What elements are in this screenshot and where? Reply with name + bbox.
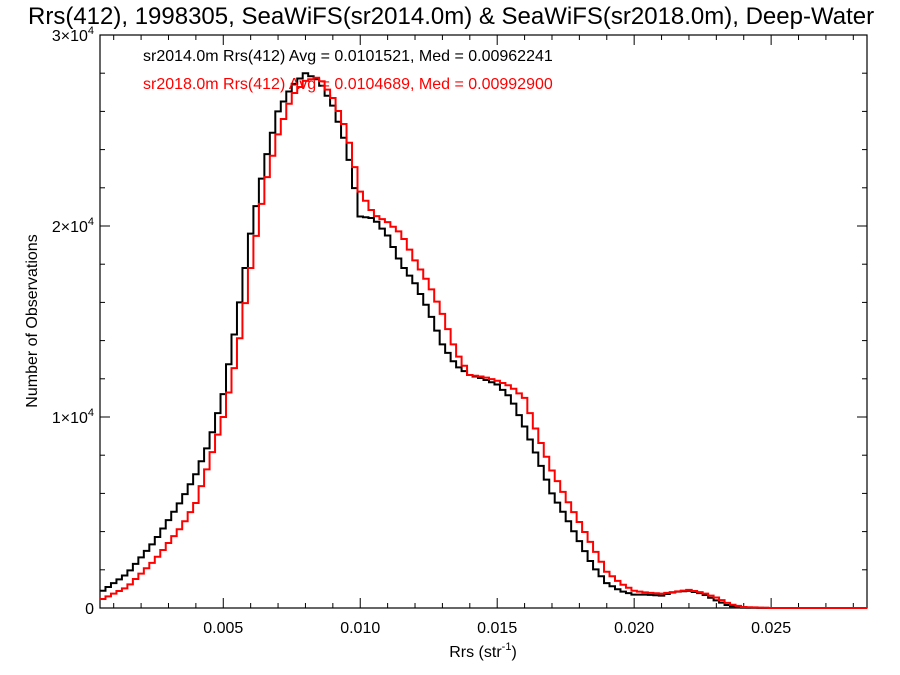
series-line-sr2018: [100, 76, 867, 609]
chart-title: Rrs(412), 1998305, SeaWiFS(sr2014.0m) & …: [28, 3, 874, 30]
x-tick-label: 0.015: [477, 620, 517, 637]
x-axis-label-close: ): [511, 644, 516, 661]
x-axis-label-text: Rrs (str: [449, 644, 502, 661]
series-line-sr2014: [100, 72, 867, 609]
y-axis-label: Number of Observations: [24, 234, 41, 407]
axis-ticks: [100, 34, 867, 609]
y-tick-label: 3×104: [52, 25, 94, 45]
x-tick-label: 0.025: [751, 620, 791, 637]
x-axis-label: Rrs (str-1): [449, 641, 517, 661]
legend-entry-sr2014: sr2014.0m Rrs(412) Avg = 0.0101521, Med …: [143, 48, 553, 65]
y-tick-label: 2×104: [52, 216, 94, 236]
x-tick-label: 0.010: [340, 620, 380, 637]
x-axis-label-superscript: -1: [502, 641, 512, 653]
plot-area-border: [99, 34, 868, 609]
x-tick-label: 0.020: [614, 620, 654, 637]
legend-entry-sr2018: sr2018.0m Rrs(412) Avg = 0.0104689, Med …: [143, 76, 553, 93]
tick-labels: 0.005 0.010 0.015 0.020 0.025 0 1×104 2×104 3×10…: [52, 25, 791, 637]
y-tick-label: 0: [85, 601, 94, 618]
data-series: [100, 72, 867, 609]
legend: sr2014.0m Rrs(412) Avg = 0.0101521, Med …: [143, 48, 553, 93]
y-tick-label: 1×104: [52, 407, 94, 427]
x-tick-label: 0.005: [203, 620, 243, 637]
plot-frame: [99, 34, 868, 609]
